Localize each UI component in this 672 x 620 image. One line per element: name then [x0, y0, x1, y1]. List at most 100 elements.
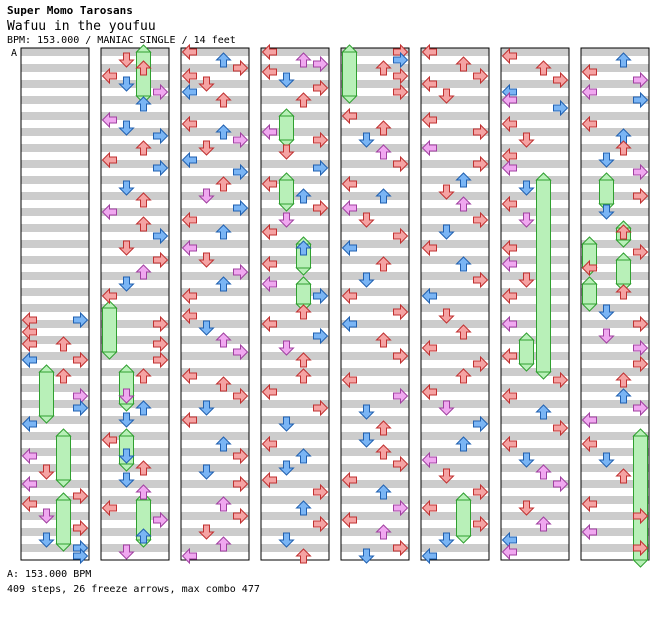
up-arrow-icon — [535, 60, 552, 76]
up-arrow-icon — [295, 52, 312, 68]
down-arrow-icon — [198, 140, 215, 156]
down-arrow-icon — [518, 212, 535, 228]
down-arrow-icon — [518, 132, 535, 148]
down-arrow-icon — [438, 308, 455, 324]
left-arrow-icon — [581, 523, 597, 541]
left-arrow-icon — [421, 75, 437, 93]
right-arrow-icon — [233, 59, 249, 77]
left-arrow-icon — [501, 387, 517, 405]
down-arrow-icon — [198, 76, 215, 92]
right-arrow-icon — [153, 227, 169, 245]
right-arrow-icon — [233, 343, 249, 361]
left-arrow-icon — [101, 203, 117, 221]
down-arrow-icon — [358, 272, 375, 288]
right-arrow-icon — [153, 251, 169, 269]
down-arrow-icon — [118, 472, 135, 488]
left-arrow-icon — [421, 451, 437, 469]
left-arrow-icon — [581, 495, 597, 513]
right-arrow-icon — [393, 539, 409, 557]
up-arrow-icon — [615, 140, 632, 156]
up-arrow-icon — [135, 460, 152, 476]
down-arrow-icon — [278, 416, 295, 432]
left-arrow-icon — [501, 287, 517, 305]
left-arrow-icon — [421, 111, 437, 129]
freeze-arrow — [278, 172, 295, 212]
left-arrow-icon — [581, 259, 597, 277]
right-arrow-icon — [633, 71, 649, 89]
down-arrow-icon — [118, 276, 135, 292]
right-arrow-icon — [153, 83, 169, 101]
right-arrow-icon — [473, 515, 489, 533]
up-arrow-icon — [615, 388, 632, 404]
right-arrow-icon — [633, 315, 649, 333]
left-arrow-icon — [341, 175, 357, 193]
left-arrow-icon — [501, 159, 517, 177]
left-arrow-icon — [421, 499, 437, 517]
up-arrow-icon — [615, 52, 632, 68]
down-arrow-icon — [438, 184, 455, 200]
left-arrow-icon — [21, 351, 37, 369]
right-arrow-icon — [153, 335, 169, 353]
freeze-arrow — [55, 492, 72, 552]
right-arrow-icon — [393, 155, 409, 173]
down-arrow-icon — [598, 452, 615, 468]
left-arrow-icon — [101, 67, 117, 85]
left-arrow-icon — [581, 435, 597, 453]
left-arrow-icon — [21, 415, 37, 433]
right-arrow-icon — [633, 243, 649, 261]
up-arrow-icon — [615, 284, 632, 300]
left-arrow-icon — [181, 411, 197, 429]
up-arrow-icon — [215, 52, 232, 68]
right-arrow-icon — [73, 519, 89, 537]
left-arrow-icon — [181, 151, 197, 169]
chart-column — [20, 47, 90, 561]
right-arrow-icon — [233, 447, 249, 465]
right-arrow-icon — [393, 51, 409, 69]
up-arrow-icon — [135, 400, 152, 416]
left-arrow-icon — [21, 495, 37, 513]
chart-meta: BPM: 153.000 / MANIAC SINGLE / 14 feet — [7, 35, 236, 46]
down-arrow-icon — [278, 212, 295, 228]
up-arrow-icon — [455, 172, 472, 188]
left-arrow-icon — [501, 91, 517, 109]
up-arrow-icon — [535, 516, 552, 532]
right-arrow-icon — [473, 123, 489, 141]
right-arrow-icon — [393, 67, 409, 85]
right-arrow-icon — [73, 351, 89, 369]
right-arrow-icon — [633, 187, 649, 205]
left-arrow-icon — [341, 371, 357, 389]
freeze-arrow — [535, 172, 552, 380]
freeze-arrow — [632, 428, 649, 568]
down-arrow-icon — [358, 212, 375, 228]
right-arrow-icon — [233, 475, 249, 493]
down-arrow-icon — [358, 548, 375, 564]
left-arrow-icon — [581, 63, 597, 81]
right-arrow-icon — [313, 287, 329, 305]
song-title: Wafuu in the youfuu — [7, 19, 156, 34]
up-arrow-icon — [215, 436, 232, 452]
down-arrow-icon — [278, 532, 295, 548]
down-arrow-icon — [278, 72, 295, 88]
left-arrow-icon — [181, 239, 197, 257]
down-arrow-icon — [118, 448, 135, 464]
chart-column — [180, 47, 250, 561]
down-arrow-icon — [278, 460, 295, 476]
right-arrow-icon — [153, 127, 169, 145]
right-arrow-icon — [393, 387, 409, 405]
down-arrow-icon — [118, 388, 135, 404]
up-arrow-icon — [375, 444, 392, 460]
down-arrow-icon — [438, 88, 455, 104]
freeze-arrow — [341, 44, 358, 104]
up-arrow-icon — [295, 368, 312, 384]
down-arrow-icon — [198, 400, 215, 416]
artist-name: Super Momo Tarosans — [7, 4, 133, 17]
left-arrow-icon — [581, 83, 597, 101]
left-arrow-icon — [181, 307, 197, 325]
left-arrow-icon — [501, 239, 517, 257]
up-arrow-icon — [215, 224, 232, 240]
left-arrow-icon — [181, 367, 197, 385]
up-arrow-icon — [615, 468, 632, 484]
right-arrow-icon — [553, 71, 569, 89]
up-arrow-icon — [375, 524, 392, 540]
left-arrow-icon — [501, 195, 517, 213]
